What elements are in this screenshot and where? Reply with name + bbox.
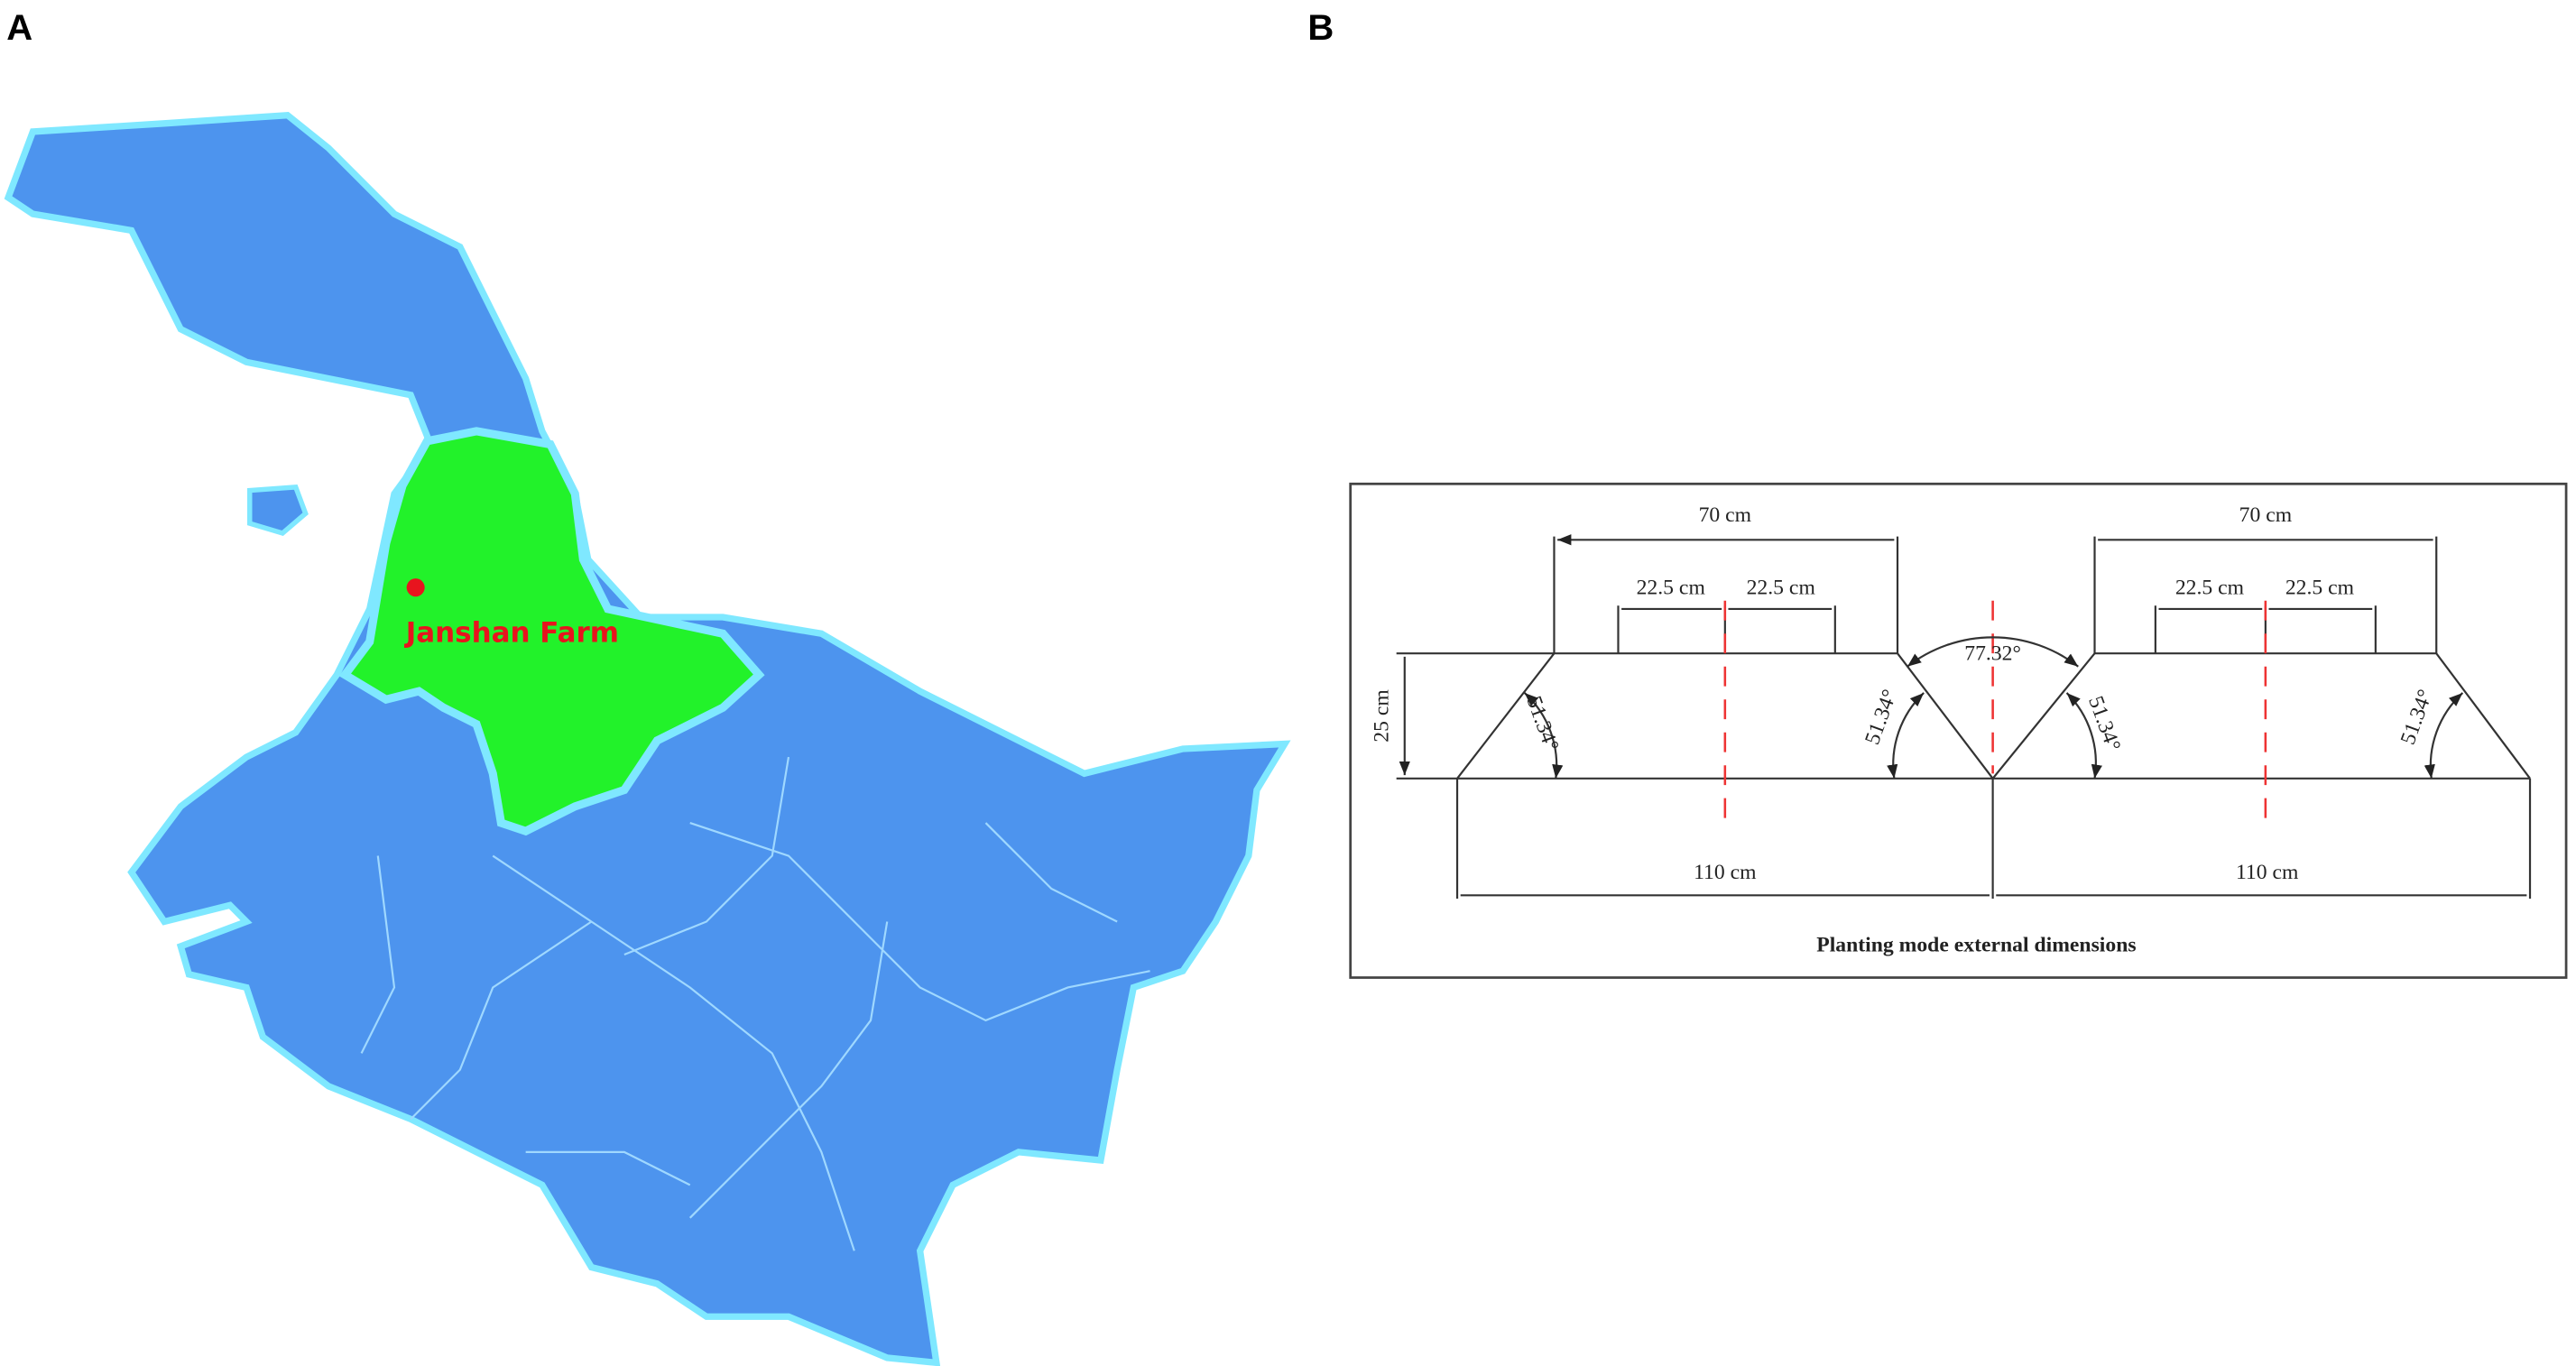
angle-arc [1523,692,1564,779]
farm-marker [406,578,425,597]
farm-region [338,427,765,836]
dimension-label: 70 cm [1699,503,1752,527]
diagram: 70 cm 70 cm 22.5 cm 22.5 cm 22.5 cm 22.5… [1349,482,2568,979]
dimension-lines [1405,540,2527,897]
angle-label: 77.32° [1964,641,2021,665]
dimension-label: 110 cm [1694,861,1757,884]
panel-label: B [1307,8,1334,48]
dimension-label: 110 cm [2236,861,2299,884]
angle-arc [2424,692,2464,779]
region-borders [360,756,1150,1251]
dimension-label: 25 cm [1371,689,1394,743]
center-lines [1723,600,2267,824]
farm-label: Janshan Farm [404,616,619,649]
dimension-label: 22.5 cm [1637,576,1706,599]
dimension-label: 22.5 cm [1747,576,1816,599]
island [247,485,309,537]
dimension-label: 70 cm [2239,503,2293,527]
dimension-label: 22.5 cm [2285,576,2355,599]
angle-arc [1907,636,2079,668]
angle-arc [1887,692,1925,779]
diagram-caption: Planting mode external dimensions [1816,933,2136,956]
panel-label: A [6,8,32,48]
angle-arc [2065,692,2102,779]
map: Janshan Farm [4,111,1291,1366]
ridge-outline [1396,652,2531,780]
dimension-label: 22.5 cm [2175,576,2245,599]
